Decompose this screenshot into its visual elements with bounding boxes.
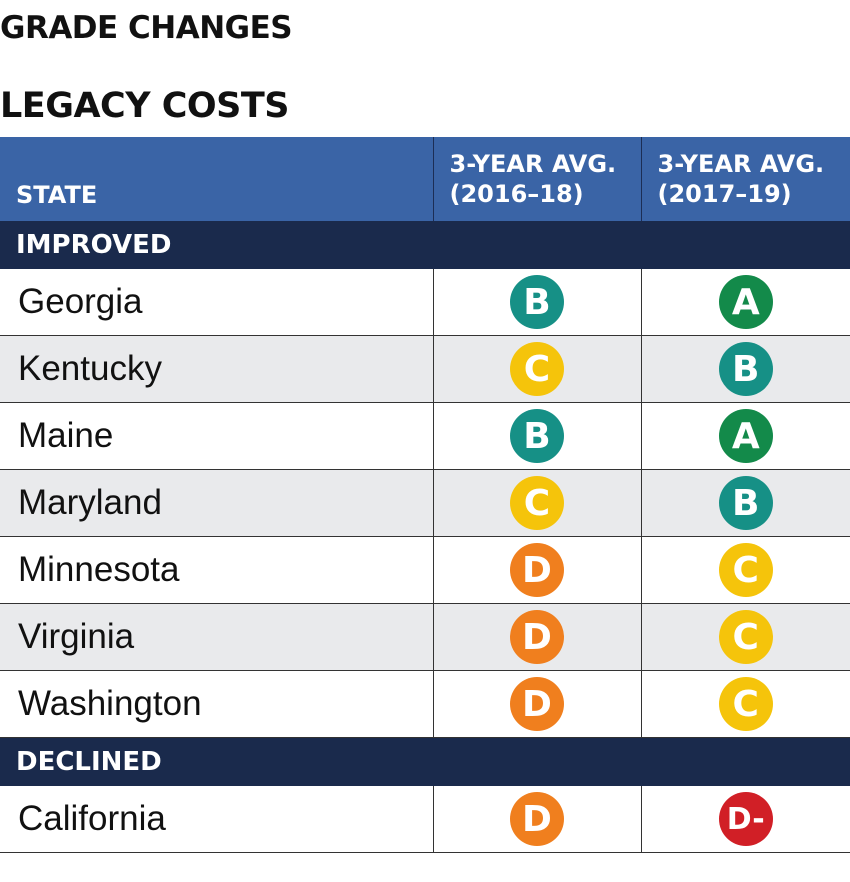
grade-cell-2016-18: D xyxy=(432,670,641,738)
grade-cell-2017-19: B xyxy=(640,335,850,403)
table-row: Maine B A xyxy=(0,402,850,470)
grade-badge: D xyxy=(510,610,564,664)
state-name: Virginia xyxy=(0,603,433,671)
column-header-2017-19: 3-YEAR AVG. (2017–19) xyxy=(640,137,850,221)
state-name: Georgia xyxy=(0,269,433,336)
grade-badge: C xyxy=(510,476,564,530)
grade-cell-2017-19: A xyxy=(640,269,850,336)
grade-cell-2016-18: B xyxy=(432,402,641,470)
grade-cell-2016-18: D xyxy=(432,536,641,604)
column-header-2016-18: 3-YEAR AVG. (2016–18) xyxy=(432,137,641,221)
grade-cell-2017-19: A xyxy=(640,402,850,470)
table-row: Kentucky C B xyxy=(0,335,850,403)
table-row: Georgia B A xyxy=(0,269,850,336)
section-label: DECLINED xyxy=(0,737,850,786)
grade-cell-2017-19: C xyxy=(640,536,850,604)
grade-badge: A xyxy=(718,409,773,463)
grade-badge: B xyxy=(718,342,773,396)
subtitle-heading: GRADE CHANGES xyxy=(0,10,293,46)
grade-badge: D xyxy=(510,792,564,846)
table-row: Minnesota D C xyxy=(0,536,850,604)
column-header-state: STATE xyxy=(0,137,433,221)
grade-cell-2016-18: D xyxy=(432,786,641,853)
grade-cell-2017-19: D- xyxy=(640,786,850,853)
grade-badge: C xyxy=(718,610,773,664)
column-header-2016-18-line2: (2016–18) xyxy=(449,180,584,208)
state-name: Kentucky xyxy=(0,335,433,403)
grade-cell-2016-18: B xyxy=(432,269,641,336)
state-name: Maine xyxy=(0,402,433,470)
grade-badge: D xyxy=(510,543,564,597)
grade-badge: B xyxy=(510,409,564,463)
section-row-improved: IMPROVED xyxy=(0,221,850,269)
section-label: IMPROVED xyxy=(0,221,850,269)
grade-cell-2016-18: D xyxy=(432,603,641,671)
section-row-declined: DECLINED xyxy=(0,737,850,786)
grade-cell-2016-18: C xyxy=(432,469,641,537)
grade-badge: B xyxy=(510,275,564,329)
grade-badge: D xyxy=(510,677,564,731)
column-header-2016-18-line1: 3-YEAR AVG. xyxy=(449,150,617,178)
grade-cell-2017-19: C xyxy=(640,603,850,671)
state-name: Minnesota xyxy=(0,536,433,604)
table-row: Washington D C xyxy=(0,670,850,738)
table-header-row: STATE 3-YEAR AVG. (2016–18) 3-YEAR AVG. (2… xyxy=(0,137,850,221)
grade-badge: C xyxy=(718,677,773,731)
grades-table: STATE 3-YEAR AVG. (2016–18) 3-YEAR AVG. (2… xyxy=(0,137,850,853)
grade-badge: D- xyxy=(718,792,773,846)
page-title: LEGACY COSTS xyxy=(0,86,289,126)
grade-badge: C xyxy=(510,342,564,396)
column-header-2017-19-line1: 3-YEAR AVG. xyxy=(657,150,825,178)
grade-cell-2017-19: B xyxy=(640,469,850,537)
grade-badge: A xyxy=(718,275,773,329)
table-row: Virginia D C xyxy=(0,603,850,671)
grade-cell-2016-18: C xyxy=(432,335,641,403)
table-row: California D D- xyxy=(0,786,850,853)
grade-cell-2017-19: C xyxy=(640,670,850,738)
grade-badge: C xyxy=(718,543,773,597)
column-header-2017-19-line2: (2017–19) xyxy=(657,180,792,208)
table-row: Maryland C B xyxy=(0,469,850,537)
state-name: Maryland xyxy=(0,469,433,537)
state-name: California xyxy=(0,786,433,853)
grade-badge: B xyxy=(718,476,773,530)
state-name: Washington xyxy=(0,670,433,738)
